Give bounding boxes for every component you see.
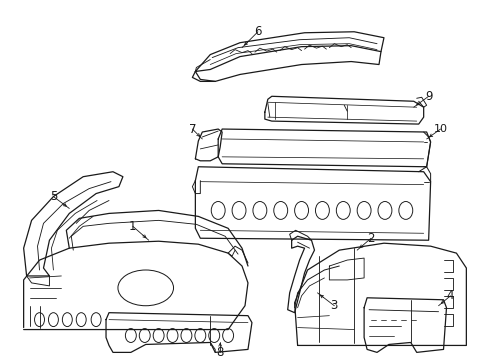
Text: 3: 3 xyxy=(330,299,337,312)
Text: 8: 8 xyxy=(216,346,224,359)
Text: 9: 9 xyxy=(424,90,431,103)
Text: 5: 5 xyxy=(50,190,57,203)
Text: 7: 7 xyxy=(188,122,196,136)
Text: 2: 2 xyxy=(366,232,374,245)
Text: 6: 6 xyxy=(254,25,261,38)
Text: 10: 10 xyxy=(433,124,447,134)
Text: 1: 1 xyxy=(129,220,136,233)
Text: 4: 4 xyxy=(446,289,453,302)
